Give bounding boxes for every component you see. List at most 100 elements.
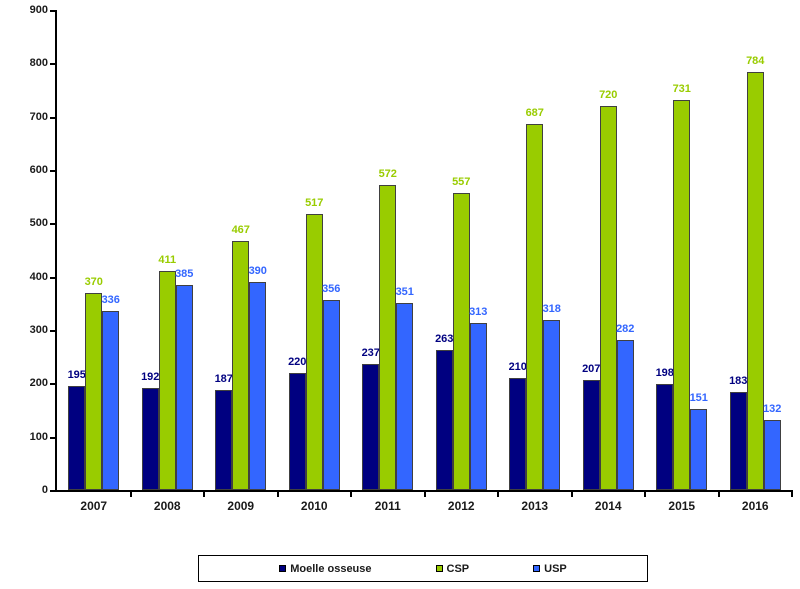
bar-usp-2013 <box>543 320 561 490</box>
data-label-csp-2011: 572 <box>378 167 397 180</box>
y-axis-tick-label: 700 <box>29 110 48 123</box>
data-label-moelle-osseuse-2016: 183 <box>729 375 748 388</box>
x-axis-label-2009: 2009 <box>227 499 255 513</box>
legend-label-csp: CSP <box>446 562 470 575</box>
y-axis-tick-label: 0 <box>41 484 48 496</box>
bar-moelle-osseuse-2013 <box>509 378 527 490</box>
bar-csp-2011 <box>379 184 397 490</box>
x-axis-label-2016: 2016 <box>741 499 769 513</box>
bar-usp-2012 <box>469 323 487 490</box>
data-label-usp-2009: 390 <box>248 265 267 277</box>
x-axis-label-2012: 2012 <box>447 499 475 513</box>
data-label-csp-2007: 370 <box>84 275 103 288</box>
x-tick-mark <box>423 490 426 497</box>
y-tick-mark <box>50 330 55 332</box>
data-label-moelle-osseuse-2012: 263 <box>435 332 454 345</box>
data-label-csp-2013: 687 <box>525 106 544 119</box>
data-label-usp-2012: 313 <box>469 306 488 319</box>
data-label-csp-2014: 720 <box>599 89 618 101</box>
x-axis-label-2015: 2015 <box>668 499 696 513</box>
x-tick-mark <box>350 490 352 497</box>
bar-moelle-osseuse-2016 <box>729 392 747 490</box>
data-label-csp-2016: 784 <box>746 54 765 67</box>
y-axis-tick-label: 400 <box>29 270 48 283</box>
bar-usp-2014 <box>616 339 634 490</box>
x-tick-mark <box>129 490 132 497</box>
x-tick-mark <box>497 490 499 497</box>
y-axis <box>55 10 57 492</box>
data-label-usp-2014: 282 <box>616 322 635 335</box>
bar-csp-2012 <box>452 192 470 490</box>
legend-item-usp: USP <box>533 563 567 575</box>
data-label-csp-2015: 731 <box>672 83 691 96</box>
legend-item-moelle-osseuse: Moelle osseuse <box>279 563 372 575</box>
bar-usp-2008 <box>175 284 193 490</box>
data-label-moelle-osseuse-2014: 207 <box>582 362 601 375</box>
data-label-moelle-osseuse-2011: 237 <box>361 346 380 359</box>
y-axis-tick-label: 100 <box>29 430 48 443</box>
bar-csp-2013 <box>526 123 544 490</box>
bar-csp-2009 <box>232 240 250 490</box>
bar-csp-2016 <box>746 71 764 490</box>
bar-moelle-osseuse-2014 <box>582 379 600 490</box>
bar-csp-2015 <box>673 100 691 490</box>
legend-swatch-moelle-osseuse-icon <box>279 565 287 572</box>
bar-usp-2007 <box>102 310 120 490</box>
data-label-moelle-osseuse-2010: 220 <box>288 355 307 368</box>
y-axis-tick-label: 600 <box>29 164 48 176</box>
data-label-moelle-osseuse-2015: 198 <box>655 367 674 380</box>
bar-moelle-osseuse-2012 <box>435 349 453 490</box>
y-tick-mark <box>50 10 55 12</box>
data-label-usp-2016: 132 <box>763 402 782 415</box>
bar-usp-2011 <box>396 302 414 490</box>
data-label-usp-2011: 351 <box>395 285 414 298</box>
x-axis-label-2008: 2008 <box>153 499 181 513</box>
data-label-usp-2007: 336 <box>101 293 120 306</box>
y-axis-tick-label: 800 <box>29 57 48 70</box>
data-label-moelle-osseuse-2013: 210 <box>508 361 527 373</box>
y-axis-tick-label: 300 <box>29 324 48 336</box>
bar-usp-2009 <box>249 282 267 490</box>
y-axis-tick-label: 500 <box>29 217 48 230</box>
x-tick-mark <box>570 490 573 497</box>
x-tick-mark <box>644 490 646 497</box>
bar-moelle-osseuse-2015 <box>656 384 674 490</box>
x-axis-label-2011: 2011 <box>374 499 401 513</box>
x-axis-label-2013: 2013 <box>521 499 549 513</box>
bar-moelle-osseuse-2010 <box>288 372 306 490</box>
legend-item-csp: CSP <box>435 562 470 575</box>
bar-csp-2014 <box>599 106 617 490</box>
bar-usp-2010 <box>322 300 340 490</box>
legend-swatch-csp-icon <box>435 565 443 572</box>
data-label-moelle-osseuse-2009: 187 <box>214 373 233 386</box>
data-label-csp-2010: 517 <box>305 197 324 210</box>
bar-csp-2008 <box>158 270 176 490</box>
y-tick-mark <box>50 276 55 279</box>
y-tick-mark <box>50 436 55 439</box>
y-tick-mark <box>50 223 55 226</box>
bar-csp-2007 <box>85 292 103 490</box>
x-axis-label-2014: 2014 <box>594 499 622 513</box>
legend-swatch-usp-icon <box>533 565 541 572</box>
x-tick-mark <box>717 490 720 497</box>
bar-csp-2010 <box>305 214 323 490</box>
y-tick-mark <box>50 116 55 119</box>
bar-moelle-osseuse-2008 <box>141 387 159 490</box>
legend: Moelle osseuse CSP USP <box>198 555 648 582</box>
data-label-moelle-osseuse-2008: 192 <box>141 370 160 383</box>
data-label-usp-2008: 385 <box>175 267 194 280</box>
data-label-usp-2010: 356 <box>322 283 341 296</box>
bar-usp-2015 <box>690 409 708 490</box>
x-tick-mark <box>203 490 205 497</box>
data-label-csp-2009: 467 <box>231 223 250 236</box>
x-axis-label-2007: 2007 <box>80 499 108 513</box>
data-label-usp-2015: 151 <box>689 392 708 405</box>
bar-usp-2016 <box>763 419 781 490</box>
y-tick-mark <box>50 383 55 386</box>
x-axis-label-2010: 2010 <box>300 499 328 513</box>
data-label-csp-2008: 411 <box>158 253 177 266</box>
y-tick-mark <box>50 63 55 66</box>
x-tick-mark <box>791 490 793 497</box>
x-tick-mark <box>276 490 279 497</box>
